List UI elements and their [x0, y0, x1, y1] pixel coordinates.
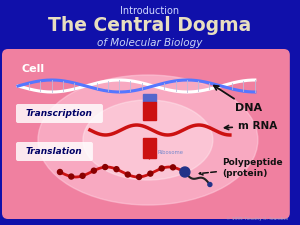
Bar	[143, 102, 156, 120]
Text: Introduction: Introduction	[120, 6, 179, 16]
FancyBboxPatch shape	[2, 49, 290, 219]
Circle shape	[69, 174, 74, 179]
Ellipse shape	[83, 100, 213, 180]
Text: The Central Dogma: The Central Dogma	[48, 16, 251, 35]
Text: Translation: Translation	[26, 148, 82, 157]
Text: Cell: Cell	[22, 64, 45, 74]
FancyBboxPatch shape	[16, 142, 93, 161]
Circle shape	[92, 168, 96, 173]
Text: © 1999 Timothy G. Standish: © 1999 Timothy G. Standish	[226, 217, 288, 221]
Text: DNA: DNA	[214, 86, 262, 113]
Text: Transcription: Transcription	[26, 110, 92, 119]
Ellipse shape	[38, 75, 258, 205]
Circle shape	[180, 167, 190, 177]
Circle shape	[170, 165, 175, 170]
Circle shape	[58, 169, 62, 175]
Circle shape	[136, 174, 142, 180]
Circle shape	[159, 166, 164, 171]
Circle shape	[103, 164, 108, 170]
Circle shape	[182, 169, 187, 174]
Circle shape	[114, 167, 119, 172]
Text: of Molecular Biology: of Molecular Biology	[97, 38, 202, 48]
Bar	[143, 94, 156, 102]
Circle shape	[208, 182, 212, 187]
Circle shape	[148, 171, 153, 176]
Circle shape	[80, 173, 85, 178]
Text: Ribosome: Ribosome	[158, 149, 184, 155]
FancyBboxPatch shape	[16, 104, 103, 123]
Bar	[143, 138, 156, 158]
Text: Polypeptide
(protein): Polypeptide (protein)	[199, 158, 283, 178]
Circle shape	[125, 172, 130, 177]
Text: m RNA: m RNA	[224, 121, 277, 131]
